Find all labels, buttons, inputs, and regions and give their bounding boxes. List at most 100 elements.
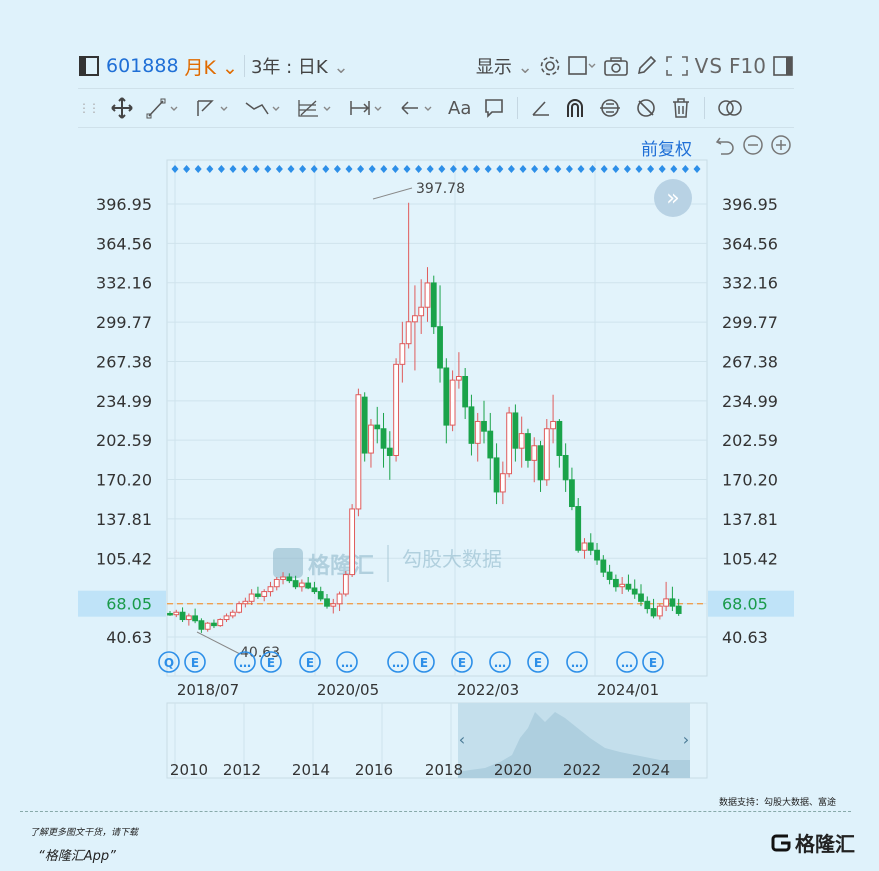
event-marker	[194, 165, 202, 173]
arrow-tool-icon[interactable]	[398, 97, 436, 119]
event-marker	[635, 165, 643, 173]
candle-body	[336, 593, 343, 605]
event-marker	[229, 165, 237, 173]
zoom-out-icon[interactable]	[742, 134, 764, 160]
y-tick-label-left: 170.20	[96, 471, 152, 490]
event-badge-label: …	[341, 656, 353, 670]
fibonacci-tool-icon[interactable]	[296, 97, 336, 119]
undo-icon[interactable]	[714, 134, 736, 160]
move-icon[interactable]	[110, 96, 134, 120]
y-tick-label-right: 267.38	[722, 352, 778, 371]
display-dropdown[interactable]: 显示 ⌄	[475, 57, 533, 78]
event-marker	[519, 165, 527, 173]
candle-body	[305, 582, 312, 589]
candle-body	[179, 611, 186, 621]
navigator-left-handle-icon: ‹	[459, 730, 465, 749]
candle-body	[355, 394, 362, 510]
y-tick-label-left: 267.38	[96, 352, 152, 371]
event-badge-label: Q	[164, 656, 174, 670]
candle-body	[499, 473, 506, 493]
min-price-label: 40.63	[240, 645, 280, 661]
event-marker	[589, 165, 597, 173]
chart-type-square-icon[interactable]	[567, 55, 597, 77]
candle-body	[424, 282, 431, 308]
candle-body	[380, 428, 387, 449]
angle-icon[interactable]	[530, 97, 552, 119]
event-badge-icon	[260, 651, 282, 673]
max-price-label: 397.78	[416, 181, 465, 197]
y-tick-label-right: 396.95	[722, 195, 778, 214]
price-adjust-toggle[interactable]: 前复权	[641, 140, 692, 160]
sidebar-toggle-icon[interactable]	[78, 55, 100, 77]
trash-icon[interactable]	[670, 97, 692, 119]
camera-icon[interactable]	[603, 55, 629, 77]
event-marker	[264, 165, 272, 173]
candle-body	[418, 306, 425, 317]
candle-body	[399, 343, 406, 365]
x-tick-label: 2022/03	[457, 681, 519, 699]
event-badge-label: …	[239, 656, 251, 670]
panel-toggle-icon[interactable]	[772, 55, 794, 77]
f10-button[interactable]: F10	[729, 54, 766, 78]
navigator-tick-label: 2016	[355, 761, 393, 779]
candle-body	[223, 615, 230, 621]
drag-handle-icon[interactable]: ⋮⋮	[78, 101, 100, 115]
footer-divider	[20, 811, 851, 812]
candle-body	[430, 282, 437, 328]
navigator-tick-label: 2014	[292, 761, 330, 779]
wave-tool-icon[interactable]	[244, 97, 284, 119]
candle-body	[449, 379, 456, 426]
channel-tool-icon[interactable]	[194, 97, 232, 119]
watermark-text: 格隆汇	[308, 553, 374, 579]
watermark-text: 勾股大数据	[402, 547, 502, 571]
navigator-right-handle-icon: ›	[683, 730, 689, 749]
navigator-tick-label: 2022	[563, 761, 601, 779]
event-badge-label: E	[649, 656, 657, 670]
period-selector[interactable]: 月K ⌄	[184, 56, 238, 79]
trendline-tool-icon[interactable]	[146, 97, 182, 119]
candle-body	[412, 315, 418, 323]
expand-arrows-icon: »	[666, 186, 679, 211]
candle-body	[518, 433, 525, 449]
candle-body	[631, 588, 638, 595]
navigator-tick-label: 2010	[170, 761, 208, 779]
measure-tool-icon[interactable]	[348, 97, 386, 119]
y-tick-label-left: 137.81	[96, 510, 152, 529]
text-tool-button[interactable]: Aa	[448, 97, 472, 119]
candle-body	[217, 619, 224, 627]
event-badge-label: E	[267, 656, 275, 670]
lock-drawing-icon[interactable]	[598, 97, 622, 119]
vs-button[interactable]: VS	[694, 54, 724, 78]
stock-code[interactable]: 601888	[106, 55, 179, 77]
expand-button	[654, 179, 692, 217]
candle-body	[600, 559, 607, 573]
candle-body	[386, 447, 393, 456]
candle-body	[556, 420, 563, 456]
current-price-box-left	[78, 590, 166, 617]
data-source-note: 数据支持：勾股大数据、富途	[719, 798, 837, 808]
fullscreen-icon[interactable]	[665, 55, 689, 77]
compare-icon[interactable]	[717, 97, 743, 119]
comment-icon[interactable]	[483, 97, 505, 119]
event-badge-icon	[184, 651, 206, 673]
event-badge-label: E	[420, 656, 428, 670]
event-marker	[658, 165, 666, 173]
pencil-icon[interactable]	[635, 55, 659, 77]
max-label-leader	[372, 187, 413, 200]
range-selector[interactable]: 3年 : 日K ⌄	[250, 57, 349, 78]
event-marker	[252, 165, 260, 173]
candle-body	[298, 582, 305, 588]
zoom-controls	[714, 134, 792, 160]
settings-gear-icon[interactable]	[539, 55, 561, 77]
y-tick-label-left: 202.59	[96, 431, 152, 450]
event-marker	[345, 165, 353, 173]
event-marker	[322, 165, 330, 173]
candle-body	[342, 574, 349, 595]
hide-drawing-icon[interactable]	[634, 97, 658, 119]
magnet-icon[interactable]	[564, 97, 586, 119]
range-label: 3年 : 日K	[250, 57, 328, 78]
zoom-in-icon[interactable]	[770, 134, 792, 160]
event-badge-label: E	[534, 656, 542, 670]
current-price-label-left: 68.05	[106, 595, 152, 614]
